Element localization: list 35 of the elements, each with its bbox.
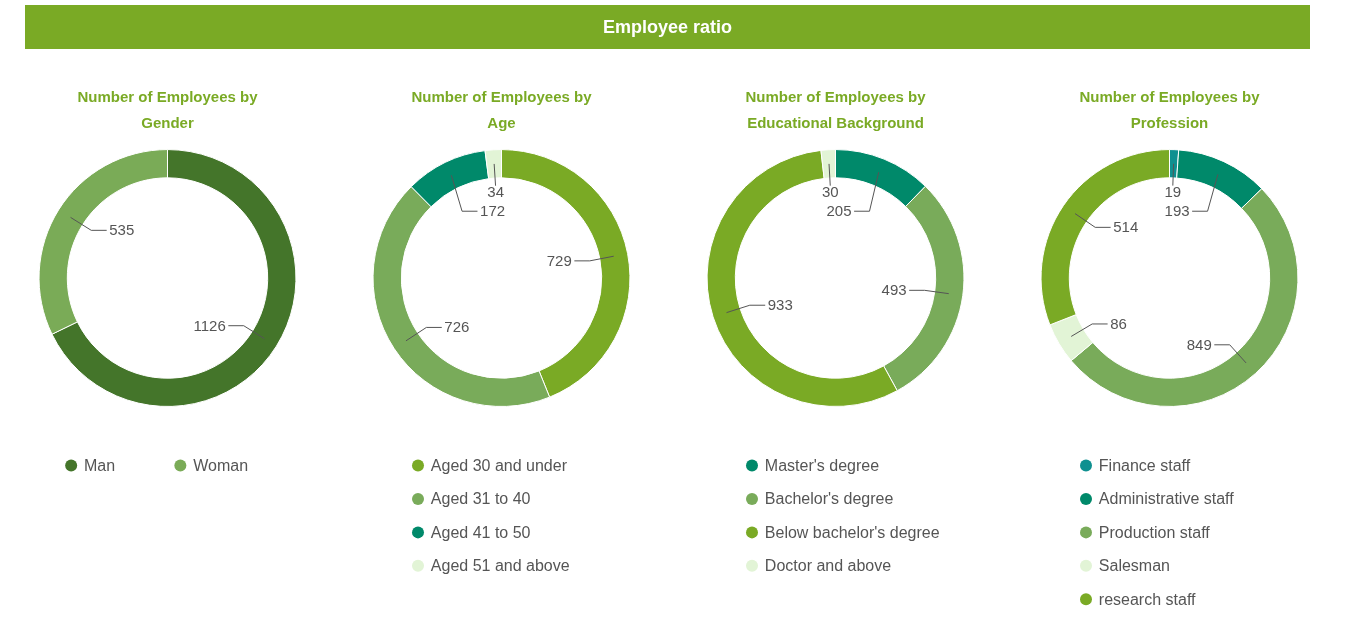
data-label: 1126 (193, 316, 226, 334)
chart-title: Number of Employees by Age (411, 88, 593, 132)
legend-label: Salesman (1098, 557, 1170, 575)
legend-label: Production staff (1098, 523, 1211, 541)
legend-label: Master's degree (764, 457, 880, 475)
legend-label: Finance staff (1098, 457, 1191, 475)
legend-label: Bachelor's degree (764, 490, 894, 508)
data-label: 193 (1164, 202, 1190, 220)
data-label: 514 (1113, 218, 1139, 236)
data-label: 726 (444, 318, 470, 336)
legend-label: Administrative staff (1098, 490, 1235, 508)
data-label: 535 (109, 221, 135, 239)
text: Employee ratio (602, 16, 733, 39)
data-label: 729 (546, 251, 572, 269)
legend-label: Doctor and above (764, 557, 892, 575)
data-label: 34 (487, 183, 504, 200)
chart-title: Number of Employees by Profession (1079, 88, 1261, 132)
data-label: 172 (480, 202, 506, 220)
data-label: 493 (881, 281, 907, 299)
data-label: 30 (821, 182, 839, 200)
data-label: 849 (1186, 335, 1212, 353)
legend-label: Aged 31 to 40 (430, 490, 531, 508)
legend-label: Man (84, 457, 116, 475)
data-label: 19 (1164, 182, 1182, 200)
legend-label: Woman (193, 457, 249, 475)
legend-label: research staff (1098, 590, 1197, 608)
data-label: 86 (1110, 314, 1127, 332)
chart-title: Number of Employees by Educational Background (745, 88, 927, 132)
data-label: 205 (826, 202, 852, 220)
data-label: 933 (767, 296, 793, 314)
legend-label: Below bachelor's degree (764, 523, 940, 541)
legend-label: Aged 30 and under (430, 457, 568, 475)
chart-title: Number of Employees by Gender (77, 88, 259, 132)
legend-label: Aged 41 to 50 (430, 523, 531, 541)
legend-label: Aged 51 and above (430, 557, 570, 575)
